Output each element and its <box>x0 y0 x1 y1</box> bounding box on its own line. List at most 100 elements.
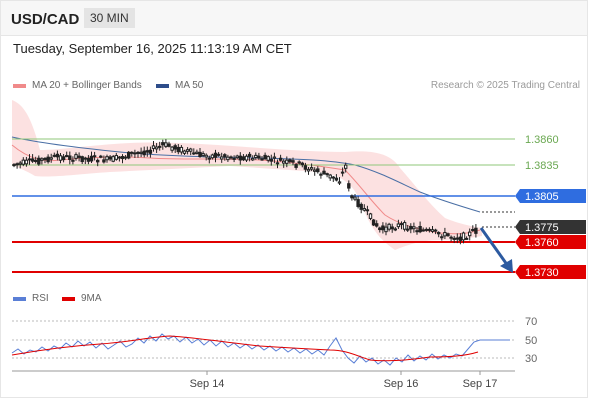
candle-body <box>142 150 146 156</box>
candle-body <box>285 159 289 164</box>
candle-body <box>399 223 404 226</box>
candle-body <box>306 168 311 172</box>
candle-body <box>83 157 87 160</box>
candle-body <box>266 156 270 161</box>
candle-body <box>272 156 277 159</box>
candle-body <box>195 151 199 154</box>
candle-body <box>139 151 143 154</box>
candle-body <box>378 227 382 231</box>
candle-body <box>71 159 75 162</box>
candle-body <box>133 152 137 155</box>
rsi-axis-30: 30 <box>525 353 537 365</box>
level-label-1.3835: 1.3835 <box>525 160 559 172</box>
candle-body <box>58 155 63 161</box>
legend-9ma-label: 9MA <box>81 293 102 304</box>
candle-body <box>68 155 72 160</box>
candle-body <box>15 163 19 166</box>
candle-body <box>344 164 348 169</box>
candle-body <box>275 162 280 165</box>
candle-body <box>229 156 233 159</box>
candle-body <box>154 146 159 150</box>
candle-body <box>108 156 112 160</box>
candle-body <box>446 233 450 236</box>
rsi-9ma-line <box>11 335 479 362</box>
candle-body <box>173 145 177 150</box>
candle-body <box>111 156 115 162</box>
candle-body <box>189 148 193 152</box>
candle-body <box>390 226 394 230</box>
candle-body <box>375 223 379 227</box>
candle-body <box>247 153 252 157</box>
legend-rsi: RSI <box>13 293 49 304</box>
svg-text:1.3835: 1.3835 <box>525 160 559 172</box>
candle-body <box>77 155 81 158</box>
level-label-1.3860: 1.3860 <box>525 134 559 146</box>
candle-body <box>347 183 351 189</box>
svg-text:1.3775: 1.3775 <box>525 222 559 234</box>
candle-body <box>96 159 100 163</box>
candle-body <box>127 151 131 159</box>
svg-text:1.3860: 1.3860 <box>525 134 559 146</box>
candle-body <box>182 150 187 154</box>
candle-body <box>52 154 56 157</box>
candle-body <box>421 229 425 232</box>
research-credit: Research © 2025 Trading Central <box>430 80 580 91</box>
candle-body <box>371 219 376 226</box>
timestamp: Tuesday, September 16, 2025 11:13:19 AM … <box>13 41 292 56</box>
rsi-swatch <box>13 296 26 301</box>
candle-body <box>406 228 410 231</box>
candle-body <box>356 199 360 207</box>
candle-body <box>238 155 243 161</box>
candle-body <box>254 154 258 159</box>
candle-body <box>300 162 305 166</box>
level-label-1.3760: 1.3760 <box>515 235 586 249</box>
candle-body <box>313 169 317 172</box>
svg-text:1.3730: 1.3730 <box>525 267 559 279</box>
candle-body <box>319 173 323 176</box>
candle-body <box>282 160 286 164</box>
candle-body <box>440 236 444 239</box>
candle-body <box>433 229 438 232</box>
forecast-arrow <box>479 227 513 273</box>
candle-body <box>350 195 354 199</box>
candle-body <box>220 156 224 160</box>
candle-body <box>99 155 103 158</box>
candle-body <box>148 149 153 154</box>
candle-body <box>257 155 261 159</box>
candle-body <box>384 226 388 233</box>
symbol-label: USD/CAD <box>11 11 80 28</box>
candle-body <box>381 225 385 231</box>
level-label-1.3805: 1.3805 <box>515 189 586 203</box>
candle-body <box>430 229 435 232</box>
candle-body <box>74 154 78 159</box>
candle-body <box>260 158 264 161</box>
svg-text:1.3760: 1.3760 <box>525 237 559 249</box>
candle-body <box>161 142 165 146</box>
candle-body <box>412 226 416 230</box>
candle-body <box>151 145 156 149</box>
candle-body <box>359 203 363 210</box>
candle-body <box>241 156 246 161</box>
candle-body <box>65 155 69 158</box>
candle-body <box>322 170 326 175</box>
timeframe-button[interactable]: 30 MIN <box>84 8 135 28</box>
rsi-axis-50: 50 <box>525 335 537 347</box>
candle-body <box>269 159 274 162</box>
candle-body <box>452 237 456 240</box>
candle-body <box>334 177 339 181</box>
candle-body <box>393 228 398 231</box>
candle-body <box>294 164 298 168</box>
candle-body <box>461 232 466 241</box>
candle-body <box>120 156 125 160</box>
candle-body <box>102 159 106 163</box>
candle-body <box>92 155 97 158</box>
candle-body <box>427 228 432 231</box>
candle-body <box>402 222 407 230</box>
x-label-sep17: Sep 17 <box>463 378 498 390</box>
candle-body <box>24 159 29 165</box>
candle-body <box>468 231 472 237</box>
x-label-sep16: Sep 16 <box>384 378 419 390</box>
ma50-swatch <box>156 83 169 88</box>
ma50-line <box>11 136 481 213</box>
